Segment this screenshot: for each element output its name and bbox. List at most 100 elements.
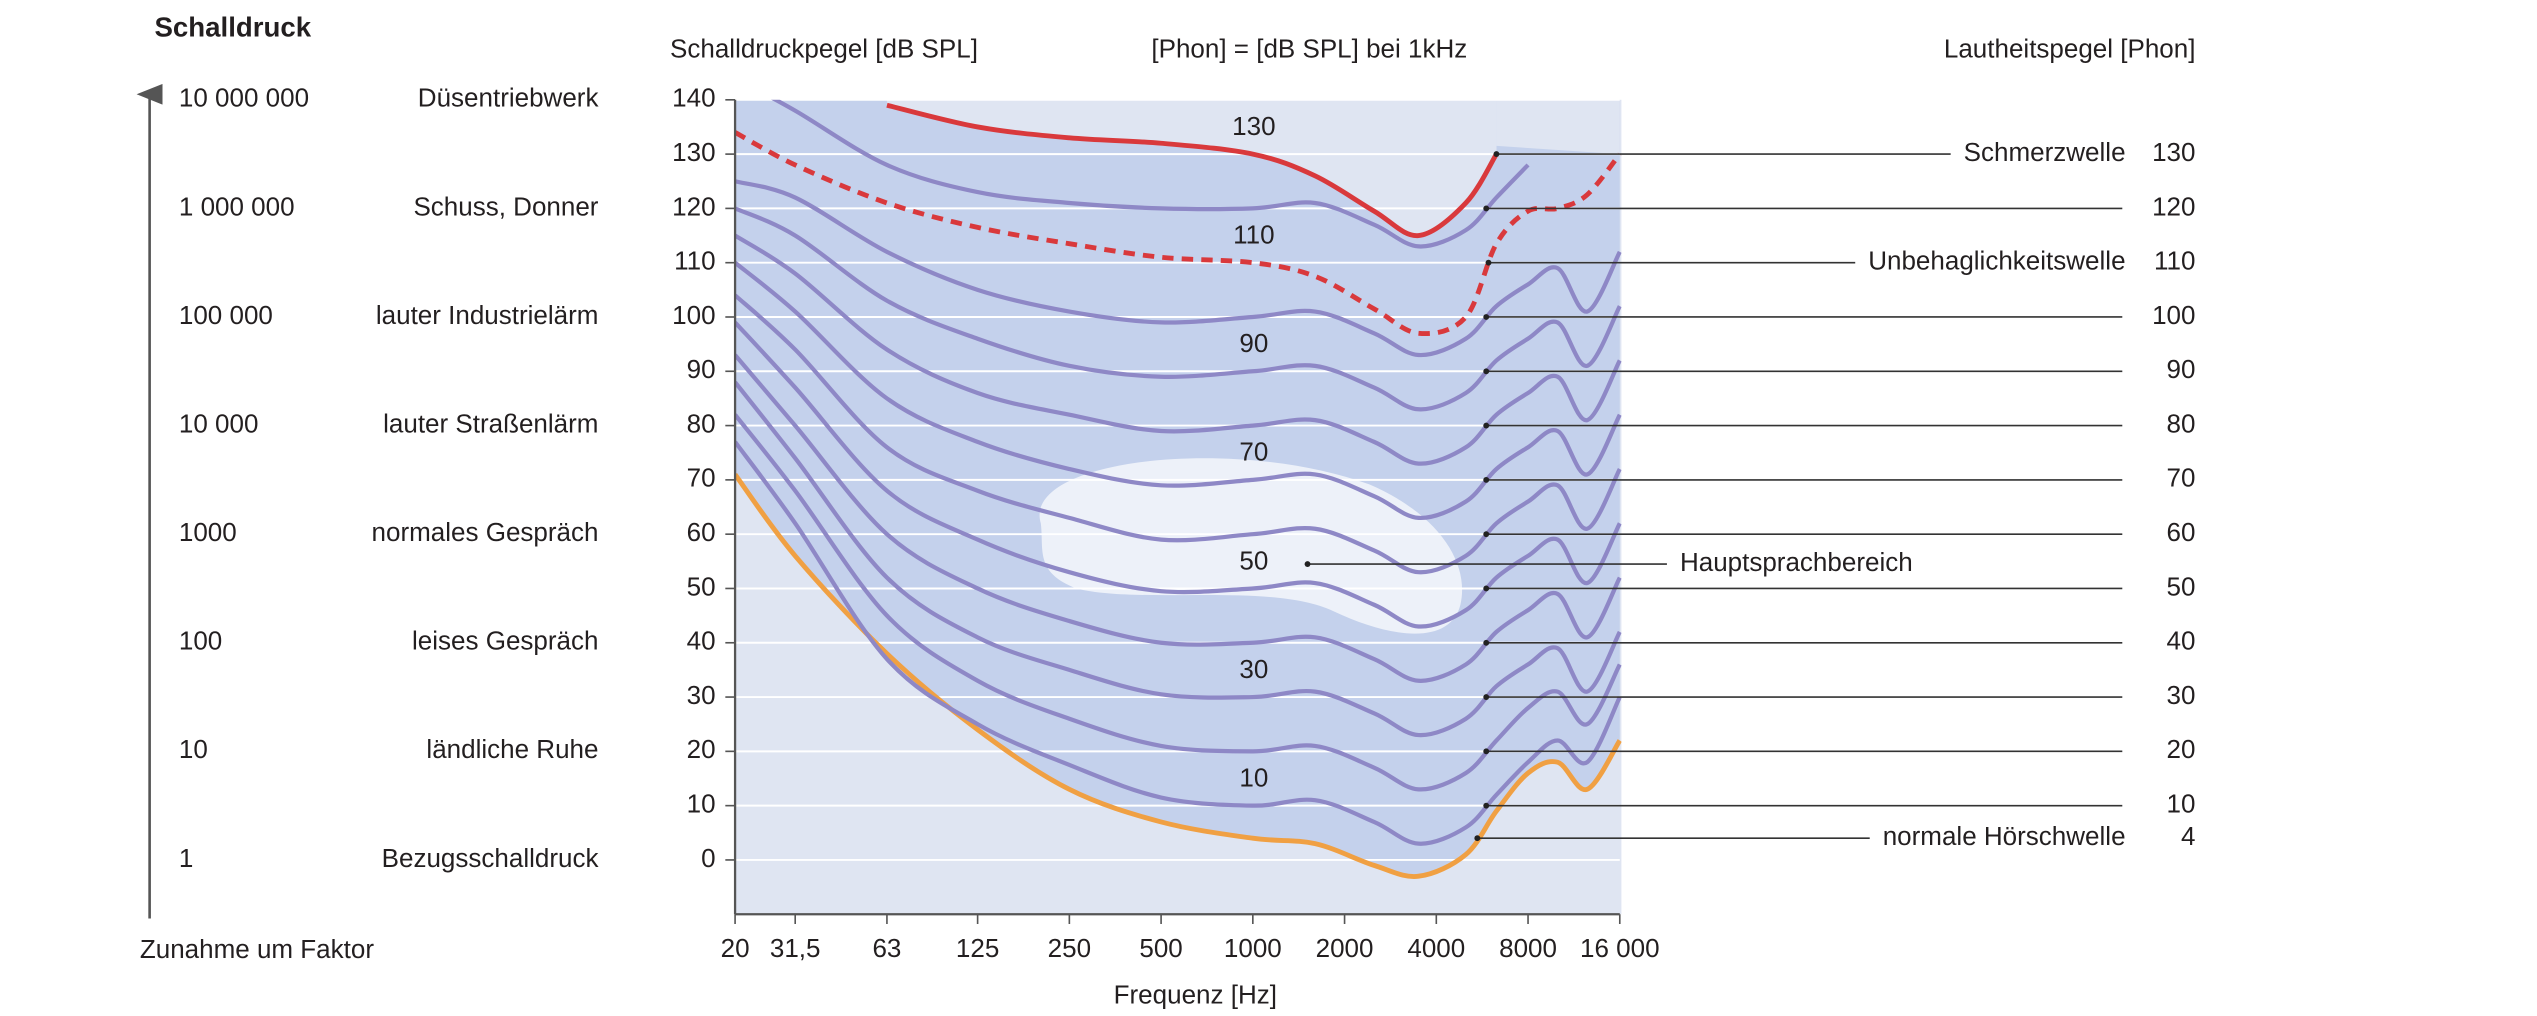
- y2-label: 120: [2152, 191, 2195, 221]
- x-tick-label: 31,5: [770, 933, 821, 963]
- source-label: Bezugsschalldruck: [382, 843, 600, 873]
- curve: [735, 293, 1622, 575]
- curve-annotation: normale Hörschwelle: [1883, 821, 2126, 851]
- curve: [735, 233, 1622, 466]
- y2-label: 110: [2154, 246, 2195, 276]
- curve-layer: [735, 99, 1622, 879]
- x-tick-label: 2000: [1316, 933, 1374, 963]
- leader-dot: [1483, 802, 1490, 809]
- y-tick-label: 0: [701, 843, 715, 873]
- y-tick-label: 30: [687, 680, 716, 710]
- leader-dot: [1493, 151, 1500, 158]
- curve: [735, 413, 1622, 792]
- y-tick-label: 40: [687, 626, 716, 656]
- y2-label: 20: [2167, 734, 2196, 764]
- y-tick-label: 20: [687, 734, 716, 764]
- y2-label: 130: [2152, 137, 2195, 167]
- y-axis-title: Schalldruckpegel [dB SPL]: [670, 33, 978, 63]
- leader-dot: [1483, 314, 1490, 320]
- y-tick-label: 60: [687, 517, 716, 547]
- x-axis-title: Frequenz [Hz]: [1114, 979, 1277, 1009]
- curve-label: 70: [1239, 437, 1268, 467]
- y-tick-label: 110: [674, 246, 715, 276]
- curve-label: 110: [1233, 220, 1274, 250]
- source-label: lauter Industrielärm: [376, 300, 599, 330]
- y-tick-label: 10: [687, 789, 716, 819]
- leader-dot: [1483, 422, 1490, 429]
- x-tick-label: 16 000: [1580, 933, 1660, 963]
- source-label: lauter Straßenlärm: [383, 408, 598, 438]
- curve: [886, 102, 1499, 238]
- leader-dot: [1483, 585, 1490, 592]
- x-tick-label: 63: [872, 933, 901, 963]
- y2-label: 4: [2181, 821, 2195, 851]
- y-tick-label: 140: [672, 83, 715, 113]
- source-label: leises Gespräch: [412, 626, 598, 656]
- x-tick-label: 1000: [1224, 933, 1282, 963]
- y2-label: 10: [2167, 789, 2196, 819]
- leader-dot: [1474, 835, 1481, 842]
- curve: [735, 353, 1622, 683]
- curve: [735, 380, 1622, 738]
- factor-label: 10 000: [179, 408, 259, 438]
- source-label: Schuss, Donner: [413, 191, 598, 221]
- y-tick-label: 90: [687, 354, 716, 384]
- speech-dot: [1304, 561, 1311, 568]
- y-tick-label: 50: [687, 571, 716, 601]
- x-tick-label: 20: [721, 933, 750, 963]
- y2-label: 40: [2167, 626, 2196, 656]
- factor-label: 10: [179, 734, 208, 764]
- y2-label: 100: [2152, 300, 2195, 330]
- source-label: Düsentriebwerk: [418, 83, 600, 113]
- factor-label: 100: [179, 626, 222, 656]
- y2-label: 30: [2167, 680, 2196, 710]
- leader-dot: [1483, 368, 1490, 375]
- factor-label: 100 000: [179, 300, 273, 330]
- foreground-layer: 0 10 20 30 40 50 60 70 80 90 100 110 120 130 140 20 31,5…: [672, 83, 2195, 963]
- y-tick-label: 70: [687, 463, 716, 493]
- y2-label: 90: [2167, 354, 2196, 384]
- curve-label: 50: [1239, 545, 1268, 575]
- curve: [735, 179, 1622, 358]
- y-tick-label: 130: [672, 137, 715, 167]
- x-tick-label: 125: [956, 933, 999, 963]
- x-tick-label: 250: [1048, 933, 1091, 963]
- subtitle: [Phon] = [dB SPL] bei 1kHz: [1151, 33, 1467, 63]
- curve: [735, 261, 1622, 520]
- leader-dot: [1483, 205, 1490, 212]
- curve: [735, 440, 1622, 846]
- y2-axis-title: Lautheitspegel [Phon]: [1944, 33, 2196, 63]
- factor-label: 1: [179, 843, 193, 873]
- leader-dot: [1483, 639, 1490, 646]
- curve-annotation: Schmerzwelle: [1964, 137, 2126, 167]
- curve: [735, 473, 1622, 879]
- x-tick-label: 500: [1139, 933, 1182, 963]
- speech-area-label: Hauptsprachbereich: [1680, 547, 1913, 577]
- leader-dot: [1483, 694, 1490, 700]
- left-panel-footer: Zunahme um Faktor: [140, 934, 374, 964]
- y2-label: 80: [2167, 408, 2196, 438]
- factor-label: 1000: [179, 517, 237, 547]
- y2-label: 50: [2167, 571, 2196, 601]
- curve: [735, 206, 1622, 412]
- curve-label: 130: [1232, 111, 1275, 141]
- leader-dot: [1483, 748, 1490, 755]
- y-tick-label: 120: [672, 191, 715, 221]
- x-tick-label: 4000: [1407, 933, 1465, 963]
- factor-label: 1 000 000: [179, 191, 295, 221]
- y2-label: 60: [2167, 517, 2196, 547]
- x-tick-label: 8000: [1499, 933, 1557, 963]
- curve-label: 10: [1239, 763, 1268, 793]
- y-tick-label: 100: [672, 300, 715, 330]
- source-label: normales Gespräch: [372, 517, 599, 547]
- curve: [735, 320, 1622, 629]
- curve-annotation: Unbehaglichkeitswelle: [1868, 246, 2125, 276]
- y-tick-label: 80: [687, 408, 716, 438]
- curve-label: 90: [1239, 328, 1268, 358]
- left-panel-title: Schalldruck: [154, 12, 311, 43]
- leader-dot: [1483, 531, 1490, 538]
- curve-label: 30: [1239, 654, 1268, 684]
- leader-dot: [1485, 259, 1492, 266]
